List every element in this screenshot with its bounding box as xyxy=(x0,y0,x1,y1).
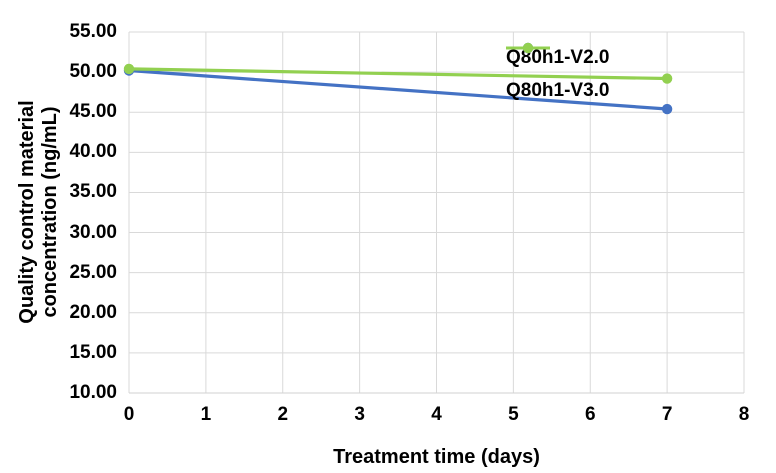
legend-item: Q80h1-V3.0 xyxy=(506,42,610,107)
y-tick-label: 50.00 xyxy=(69,61,117,83)
legend-item-label: Q80h1-V3.0 xyxy=(506,79,610,101)
y-tick-label: 45.00 xyxy=(69,101,117,123)
data-point-marker xyxy=(123,63,135,75)
x-tick-label: 2 xyxy=(277,404,289,425)
y-tick-label: 55.00 xyxy=(69,21,117,42)
y-tick-label: 25.00 xyxy=(69,261,117,283)
series-line xyxy=(127,68,669,111)
x-tick-label: 4 xyxy=(431,404,442,425)
series-line xyxy=(127,67,669,81)
y-tick-label: 40.00 xyxy=(69,141,117,163)
x-tick-label: 6 xyxy=(584,404,596,425)
y-tick-label: 35.00 xyxy=(69,181,117,203)
x-tick-label: 5 xyxy=(508,404,519,425)
x-axis-title: Treatment time (days) xyxy=(333,446,540,468)
x-tick-label: 1 xyxy=(200,404,212,425)
legend-item-label: Q80h1-V2.0 xyxy=(506,46,610,68)
legend-marker-icon xyxy=(506,42,550,54)
y-tick-label: 10.00 xyxy=(69,382,117,403)
x-tick-label: 8 xyxy=(738,404,750,425)
legend: Q80h1-V2.0 Q80h1-V3.0 xyxy=(506,41,610,107)
y-tick-label: 30.00 xyxy=(69,221,117,243)
data-point-marker xyxy=(661,73,673,84)
y-tick-label: 15.00 xyxy=(69,341,117,363)
y-axis-title: Quality control material concentration (… xyxy=(16,100,61,324)
x-tick-label: 0 xyxy=(123,404,135,425)
x-tick-label: 7 xyxy=(661,404,673,425)
x-tick-label: 3 xyxy=(354,404,365,425)
data-point-marker xyxy=(661,103,673,115)
y-tick-label: 20.00 xyxy=(69,301,117,323)
